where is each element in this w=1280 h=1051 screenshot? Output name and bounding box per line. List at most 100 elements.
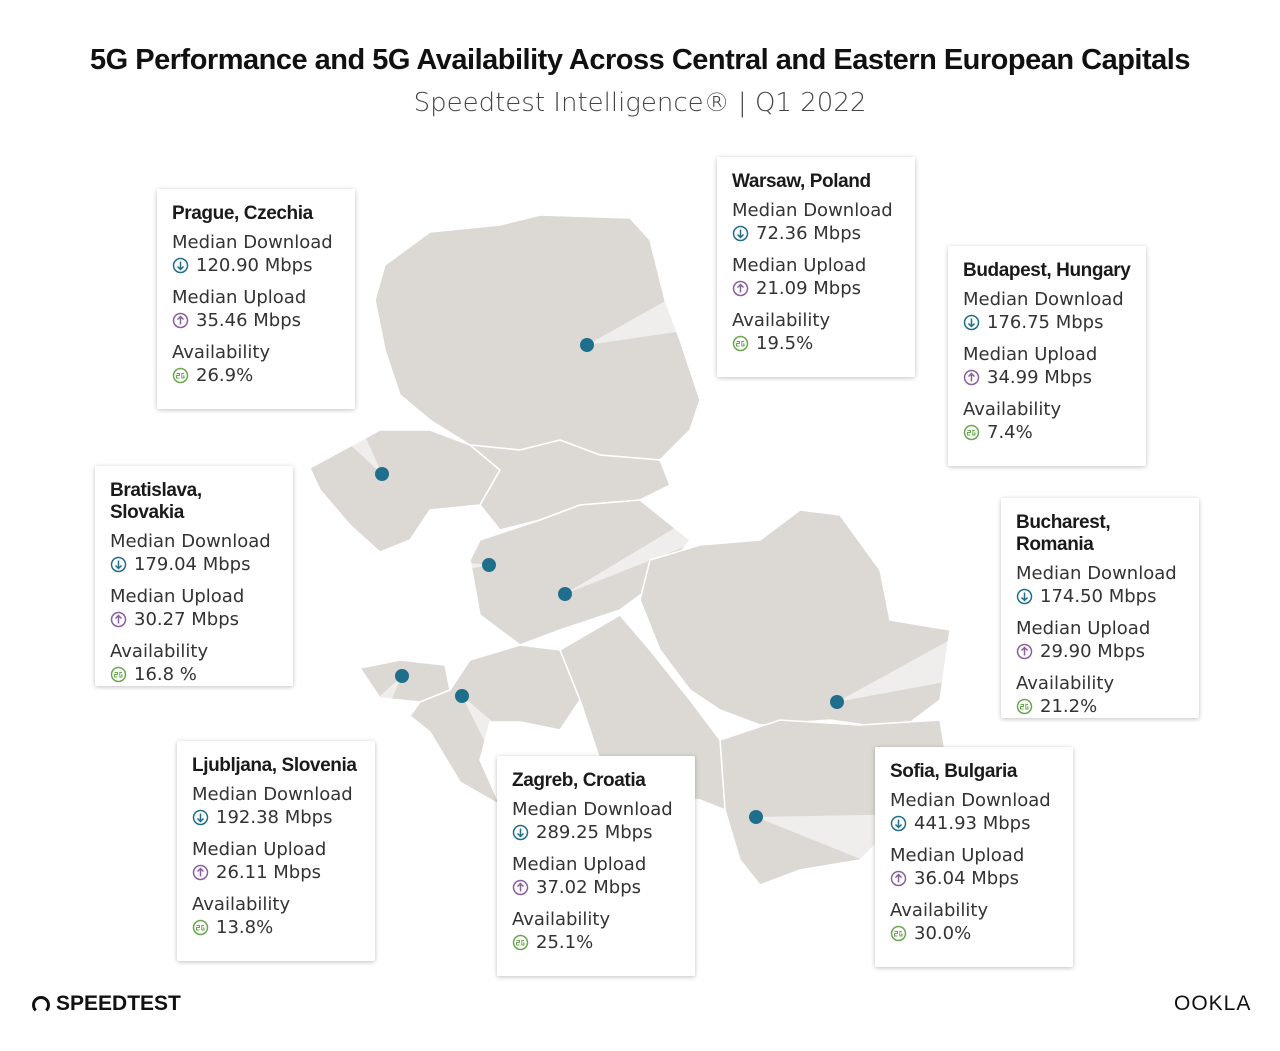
metric-row: 25.1% xyxy=(512,931,681,954)
city-card: Sofia, Bulgaria Median Download 441.93 Mbp… xyxy=(875,747,1073,967)
metric-label: Availability xyxy=(890,900,989,921)
metric-row: 176.75 Mbps xyxy=(963,311,1132,334)
metric-row: 35.46 Mbps xyxy=(172,309,341,332)
city-dot xyxy=(395,669,409,683)
city-dot xyxy=(558,587,572,601)
metric-value: 30.27 Mbps xyxy=(134,609,240,630)
metric-row: 26.9% xyxy=(172,364,341,387)
city-card: Ljubljana, Slovenia Median Download 192.38… xyxy=(177,741,375,961)
icon xyxy=(732,225,749,242)
metric-label: Availability xyxy=(192,894,291,915)
metric-value: 29.90 Mbps xyxy=(1040,641,1146,662)
icon xyxy=(172,367,189,384)
metric-row: 21.2% xyxy=(1016,695,1185,718)
countries xyxy=(309,214,951,886)
city-card: Bratislava, Slovakia Median Download 179.0… xyxy=(95,466,293,686)
metric-value: 25.1% xyxy=(536,932,594,953)
icon xyxy=(890,815,907,832)
speedtest-logo: SPEEDTEST xyxy=(32,992,181,1016)
icon xyxy=(110,556,127,573)
city-name: Budapest, Hungary xyxy=(963,260,1131,281)
metric-value: 16.8 % xyxy=(134,664,197,685)
metric-label: Availability xyxy=(963,399,1062,420)
metric-label: Median Download xyxy=(732,200,893,221)
metric-label: Median Upload xyxy=(732,255,867,276)
metric-row: 7.4% xyxy=(963,421,1132,444)
city-card: Warsaw, Poland Median Download 72.36 Mbps M… xyxy=(717,157,915,377)
metric-row: 21.09 Mbps xyxy=(732,277,901,300)
metric-row: 192.38 Mbps xyxy=(192,806,361,829)
metric-label: Median Upload xyxy=(512,854,647,875)
metric-value: 174.50 Mbps xyxy=(1040,586,1157,607)
metric-label: Median Upload xyxy=(192,839,327,860)
icon xyxy=(172,257,189,274)
city-name: Bratislava, Slovakia xyxy=(110,480,202,523)
icon xyxy=(192,919,209,936)
metric-row: 34.99 Mbps xyxy=(963,366,1132,389)
metric-label: Availability xyxy=(172,342,271,363)
metric-row: 30.27 Mbps xyxy=(110,608,279,631)
metric-label: Median Download xyxy=(1016,563,1177,584)
icon xyxy=(963,424,980,441)
icon xyxy=(512,879,529,896)
metric-label: Availability xyxy=(1016,673,1115,694)
metric-value: 26.11 Mbps xyxy=(216,862,322,883)
city-dot xyxy=(455,689,469,703)
metric-value: 72.36 Mbps xyxy=(756,223,862,244)
metric-label: Availability xyxy=(512,909,611,930)
metric-row: 36.04 Mbps xyxy=(890,867,1059,890)
metric-value: 30.0% xyxy=(914,923,972,944)
icon xyxy=(732,280,749,297)
metric-row: 29.90 Mbps xyxy=(1016,640,1185,663)
metric-label: Median Download xyxy=(110,531,271,552)
metric-value: 19.5% xyxy=(756,333,814,354)
metric-value: 176.75 Mbps xyxy=(987,312,1104,333)
metric-value: 13.8% xyxy=(216,917,274,938)
metric-row: 26.11 Mbps xyxy=(192,861,361,884)
metric-row: 30.0% xyxy=(890,922,1059,945)
metric-value: 35.46 Mbps xyxy=(196,310,302,331)
city-dot xyxy=(482,558,496,572)
city-name: Zagreb, Croatia xyxy=(512,770,646,791)
metric-value: 21.09 Mbps xyxy=(756,278,862,299)
metric-row: 16.8 % xyxy=(110,663,279,686)
metric-label: Median Download xyxy=(963,289,1124,310)
city-name: Prague, Czechia xyxy=(172,203,313,224)
city-card: Prague, Czechia Median Download 120.90 Mbp… xyxy=(157,189,355,409)
metric-label: Median Download xyxy=(192,784,353,805)
callout xyxy=(565,315,1067,594)
metric-row: 120.90 Mbps xyxy=(172,254,341,277)
metric-row: 19.5% xyxy=(732,332,901,355)
metric-row: 441.93 Mbps xyxy=(890,812,1059,835)
metric-row: 179.04 Mbps xyxy=(110,553,279,576)
icon xyxy=(732,335,749,352)
metric-row: 37.02 Mbps xyxy=(512,876,681,899)
icon xyxy=(890,870,907,887)
metric-value: 21.2% xyxy=(1040,696,1098,717)
metric-label: Availability xyxy=(732,310,831,331)
city-name: Bucharest, Romania xyxy=(1016,512,1111,555)
metric-label: Median Upload xyxy=(110,586,245,607)
icon xyxy=(110,611,127,628)
icon xyxy=(1016,698,1033,715)
metric-value: 34.99 Mbps xyxy=(987,367,1093,388)
city-dot xyxy=(749,810,763,824)
icon xyxy=(110,666,127,683)
icon xyxy=(172,312,189,329)
metric-label: Median Download xyxy=(890,790,1051,811)
city-card: Bucharest, Romania Median Download 174.50 … xyxy=(1001,498,1199,718)
icon xyxy=(192,864,209,881)
icon xyxy=(1016,588,1033,605)
city-card: Zagreb, Croatia Median Download 289.25 Mbp… xyxy=(497,756,695,976)
city-dot xyxy=(580,338,594,352)
metric-value: 192.38 Mbps xyxy=(216,807,333,828)
metric-value: 441.93 Mbps xyxy=(914,813,1031,834)
icon xyxy=(192,809,209,826)
city-name: Ljubljana, Slovenia xyxy=(192,755,357,776)
logo-text: SPEEDTEST xyxy=(56,992,181,1015)
metric-value: 179.04 Mbps xyxy=(134,554,251,575)
metric-row: 13.8% xyxy=(192,916,361,939)
metric-label: Availability xyxy=(110,641,209,662)
